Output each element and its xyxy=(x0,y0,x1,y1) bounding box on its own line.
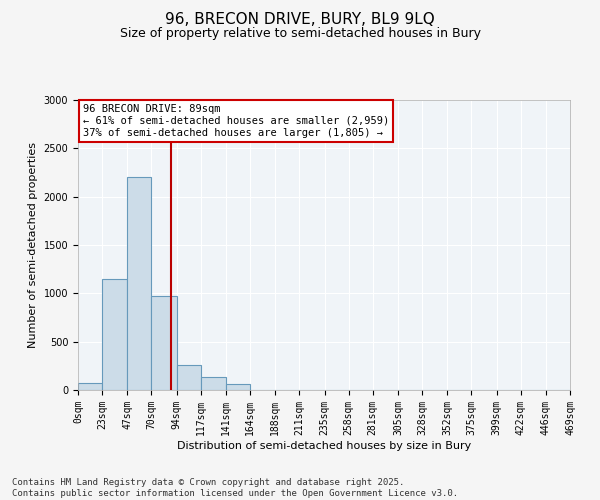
Y-axis label: Number of semi-detached properties: Number of semi-detached properties xyxy=(28,142,38,348)
Text: Size of property relative to semi-detached houses in Bury: Size of property relative to semi-detach… xyxy=(119,28,481,40)
Text: 96, BRECON DRIVE, BURY, BL9 9LQ: 96, BRECON DRIVE, BURY, BL9 9LQ xyxy=(165,12,435,28)
Bar xyxy=(102,279,127,390)
Bar xyxy=(78,383,102,390)
Bar xyxy=(201,378,226,390)
Text: Contains HM Land Registry data © Crown copyright and database right 2025.
Contai: Contains HM Land Registry data © Crown c… xyxy=(12,478,458,498)
Text: 96 BRECON DRIVE: 89sqm
← 61% of semi-detached houses are smaller (2,959)
37% of : 96 BRECON DRIVE: 89sqm ← 61% of semi-det… xyxy=(83,104,389,138)
Bar xyxy=(176,365,201,390)
Bar xyxy=(226,384,250,390)
Bar xyxy=(151,296,176,390)
X-axis label: Distribution of semi-detached houses by size in Bury: Distribution of semi-detached houses by … xyxy=(177,440,471,450)
Bar xyxy=(127,178,151,390)
